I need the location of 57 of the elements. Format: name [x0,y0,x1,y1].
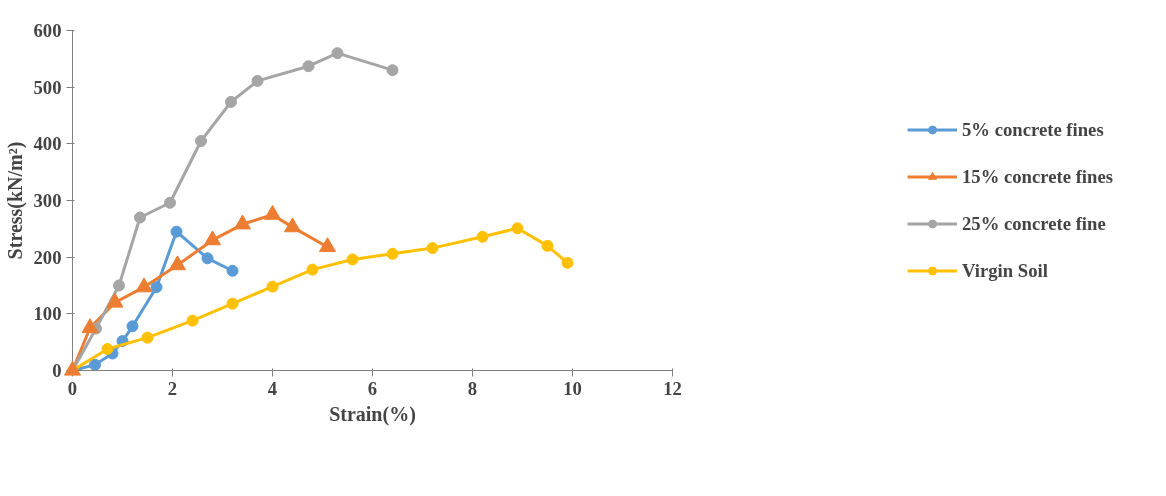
point [426,242,439,255]
point [306,263,319,276]
point [186,314,199,327]
point [135,277,153,293]
y-axis-title: Stress(kN/m²) [3,141,27,260]
point [251,74,264,87]
point [234,214,251,230]
point [169,255,186,271]
x-tick-label: 12 [663,377,682,399]
point [201,252,214,265]
point [64,360,81,376]
point [113,279,125,292]
point [204,230,221,246]
y-tick-label: 0 [52,360,62,381]
y-tick-label: 200 [33,246,62,268]
x-tick-label: 10 [563,377,582,399]
point [141,331,154,344]
point [561,256,574,269]
point [319,237,336,253]
point [386,247,399,260]
y-tick-label: 500 [33,76,62,98]
y-tick-label: 400 [33,133,62,155]
legend-label: 25% concrete fine [962,212,1106,235]
point [225,95,237,108]
point [164,196,176,209]
x-tick-label: 6 [367,377,378,399]
point [331,47,344,60]
point [476,230,489,243]
point [150,281,163,294]
legend-label: Virgin Soil [962,259,1048,282]
point [195,135,207,147]
x-tick-label: 8 [467,377,478,399]
point [81,318,99,334]
point [386,64,399,77]
legend-label: 5% concrete fines [962,118,1104,141]
point [126,320,139,333]
point [226,297,239,310]
point [226,264,239,277]
y-tick-label: 600 [33,20,62,41]
y-tick-label: 100 [33,303,62,325]
point [101,342,114,355]
point [346,253,359,266]
point [266,280,279,293]
point [134,211,146,224]
x-tick-label: 2 [167,377,178,399]
point [284,217,301,233]
point [170,225,183,238]
x-tick-label: 0 [67,377,78,399]
point [511,222,524,235]
x-tick-label: 4 [267,377,278,399]
point [302,60,315,73]
point [89,358,101,371]
x-axis-title: Strain(%) [329,402,416,426]
y-tick-label: 300 [33,190,62,211]
point [106,292,124,308]
point [541,239,554,252]
legend-label: 15% concrete fines [962,165,1113,188]
